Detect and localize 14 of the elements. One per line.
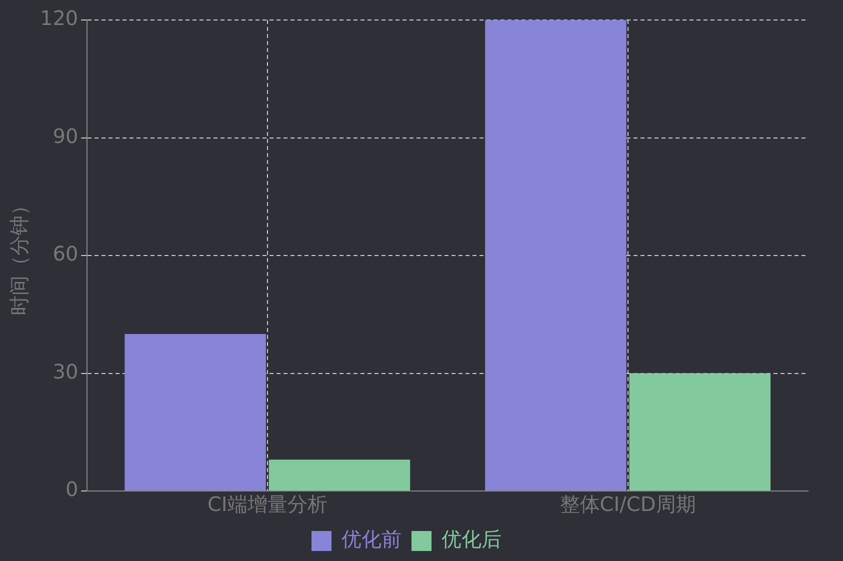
y-axis-title: 时间（分钟） (7, 196, 32, 316)
y-tick-label: 90 (52, 124, 78, 148)
legend-label: 优化前 (342, 527, 402, 552)
y-tick-label: 0 (65, 477, 78, 502)
y-tick-label: 120 (40, 6, 78, 30)
bar (485, 20, 626, 490)
bar (268, 460, 410, 490)
bar (124, 334, 266, 490)
legend-label: 优化后 (442, 527, 502, 552)
x-tick-label: CI端增量分析 (207, 492, 328, 516)
x-tick-label: 整体CI/CD周期 (560, 492, 696, 516)
bar (629, 373, 771, 490)
y-tick-label: 60 (52, 242, 78, 266)
y-tick-label: 30 (52, 359, 78, 384)
